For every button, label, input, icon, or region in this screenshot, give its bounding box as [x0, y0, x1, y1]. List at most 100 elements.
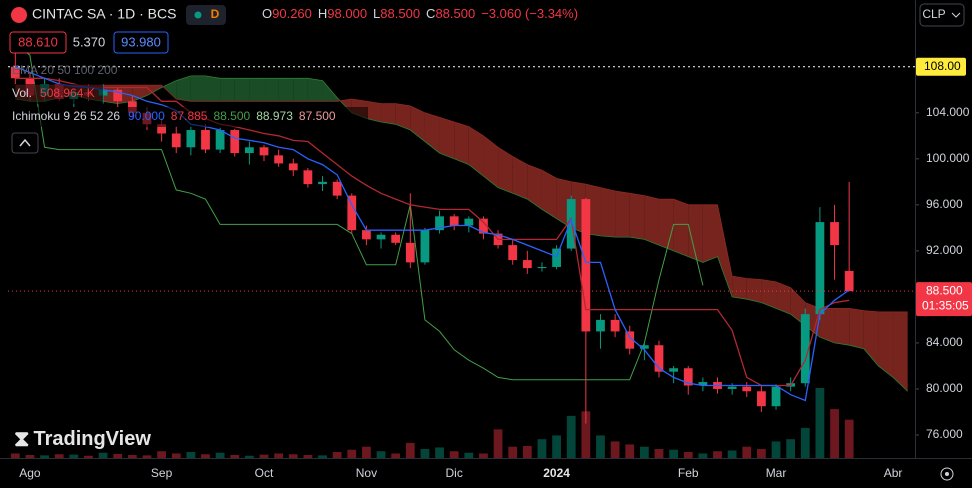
y-tick-label: 92.000 — [926, 243, 963, 257]
symbol[interactable]: CINTAC SA · 1D · BCS — [32, 6, 176, 22]
candle-body — [318, 181, 327, 185]
volume-bar — [435, 447, 444, 458]
ask-box[interactable] — [113, 31, 169, 54]
cloud-segment — [849, 308, 864, 349]
cloud-segment — [454, 121, 469, 165]
cloud-segment — [658, 199, 674, 251]
cloud-segment — [512, 156, 528, 200]
candle-body — [830, 222, 839, 246]
volume-bar — [800, 427, 810, 458]
cloud-segment — [234, 78, 250, 102]
volume-bar — [479, 453, 488, 458]
currency-caret — [951, 12, 961, 18]
logo[interactable]: ⧗ TradingView — [14, 426, 151, 451]
candle-body — [844, 270, 854, 292]
volume-bar — [113, 453, 123, 458]
x-tick-label: Ago — [19, 466, 41, 480]
volume-bar — [742, 446, 752, 458]
volume-bar — [376, 451, 386, 458]
volume-bar — [10, 453, 20, 458]
candle-body — [669, 368, 679, 372]
volume-bar — [215, 452, 225, 458]
ask[interactable]: 93.980 — [121, 34, 161, 49]
candle-body — [596, 319, 605, 332]
y-tick-label: 84.000 — [926, 335, 963, 349]
candle-body — [157, 124, 166, 134]
collapse-button[interactable] — [11, 132, 39, 154]
settings-icon[interactable] — [940, 467, 954, 481]
cloud-segment — [161, 80, 177, 99]
candle-body — [654, 345, 664, 372]
candle-body — [522, 260, 532, 269]
cloud-segment — [498, 147, 513, 194]
volume-bar — [98, 452, 108, 458]
volume-bar — [508, 446, 518, 458]
bid[interactable]: 88.610 — [18, 34, 58, 49]
candle-body — [581, 199, 591, 332]
volume-bar — [332, 451, 342, 458]
ichimoku-name: Ichimoku 9 26 52 26 — [12, 109, 120, 123]
cloud-segment — [673, 199, 689, 257]
cloud-segment — [307, 78, 323, 102]
ichimoku-v: 88.500 — [213, 109, 250, 123]
o-key: O — [262, 6, 272, 21]
candle-body — [274, 155, 284, 164]
candle-body — [332, 181, 342, 196]
candle-body — [727, 386, 737, 389]
candle-body — [230, 130, 240, 154]
candle-body — [552, 248, 561, 267]
bid-box[interactable] — [9, 31, 67, 54]
volume-bar — [654, 448, 664, 458]
cloud-segment — [264, 78, 279, 102]
volume-bar — [698, 453, 708, 458]
alert-label-bg — [916, 57, 966, 76]
cloud-segment — [819, 308, 835, 343]
plot: 76.00080.00084.00088.00092.00096.000100.… — [8, 43, 972, 480]
volume-bar — [54, 454, 64, 458]
volume-bar — [844, 419, 854, 458]
alert-label: 108.00 — [924, 59, 961, 73]
volume-bar — [596, 435, 605, 458]
candle-body — [113, 89, 123, 102]
volume-bar — [771, 441, 781, 458]
currency-button[interactable] — [919, 3, 965, 27]
candle-body — [347, 195, 357, 231]
candle-body — [449, 216, 459, 226]
cloud-segment — [702, 204, 718, 263]
cloud-segment — [322, 80, 338, 102]
symbol-logo — [11, 7, 27, 23]
candle-body — [171, 133, 181, 148]
volume-bar — [157, 451, 166, 458]
cloud-segment — [205, 75, 221, 102]
countdown: 01:35:05 — [922, 298, 969, 312]
volume-bar — [830, 409, 839, 458]
logo-mark: ⧗ — [14, 426, 29, 451]
market-dot — [194, 11, 202, 19]
x-tick-label: Oct — [255, 466, 274, 480]
candle-body — [98, 89, 108, 96]
volume-bar — [405, 442, 415, 458]
volume-bar — [127, 454, 137, 458]
candle-body — [10, 66, 20, 79]
base-line — [15, 77, 850, 387]
ichimoku-v: 88.973 — [256, 109, 293, 123]
volume-bar — [288, 454, 298, 458]
cloud-segment — [424, 112, 440, 154]
cloud-segment — [527, 164, 542, 210]
candle-body — [683, 368, 693, 386]
vol-legend: Vol. 508.964 K — [12, 86, 95, 100]
candle-body — [362, 230, 371, 240]
candle-body — [815, 222, 825, 315]
cloud-segment — [615, 191, 630, 238]
volume-bar — [757, 448, 766, 458]
volume-bar — [449, 451, 459, 458]
cloud-segment — [717, 204, 733, 297]
settings-dot — [945, 472, 949, 476]
cloud-segment — [278, 78, 294, 102]
volume-bar — [244, 455, 254, 458]
currency[interactable]: CLP — [922, 7, 945, 21]
lagging-span — [14, 43, 704, 381]
status-pill[interactable] — [186, 5, 226, 25]
cloud-segment — [629, 193, 645, 240]
